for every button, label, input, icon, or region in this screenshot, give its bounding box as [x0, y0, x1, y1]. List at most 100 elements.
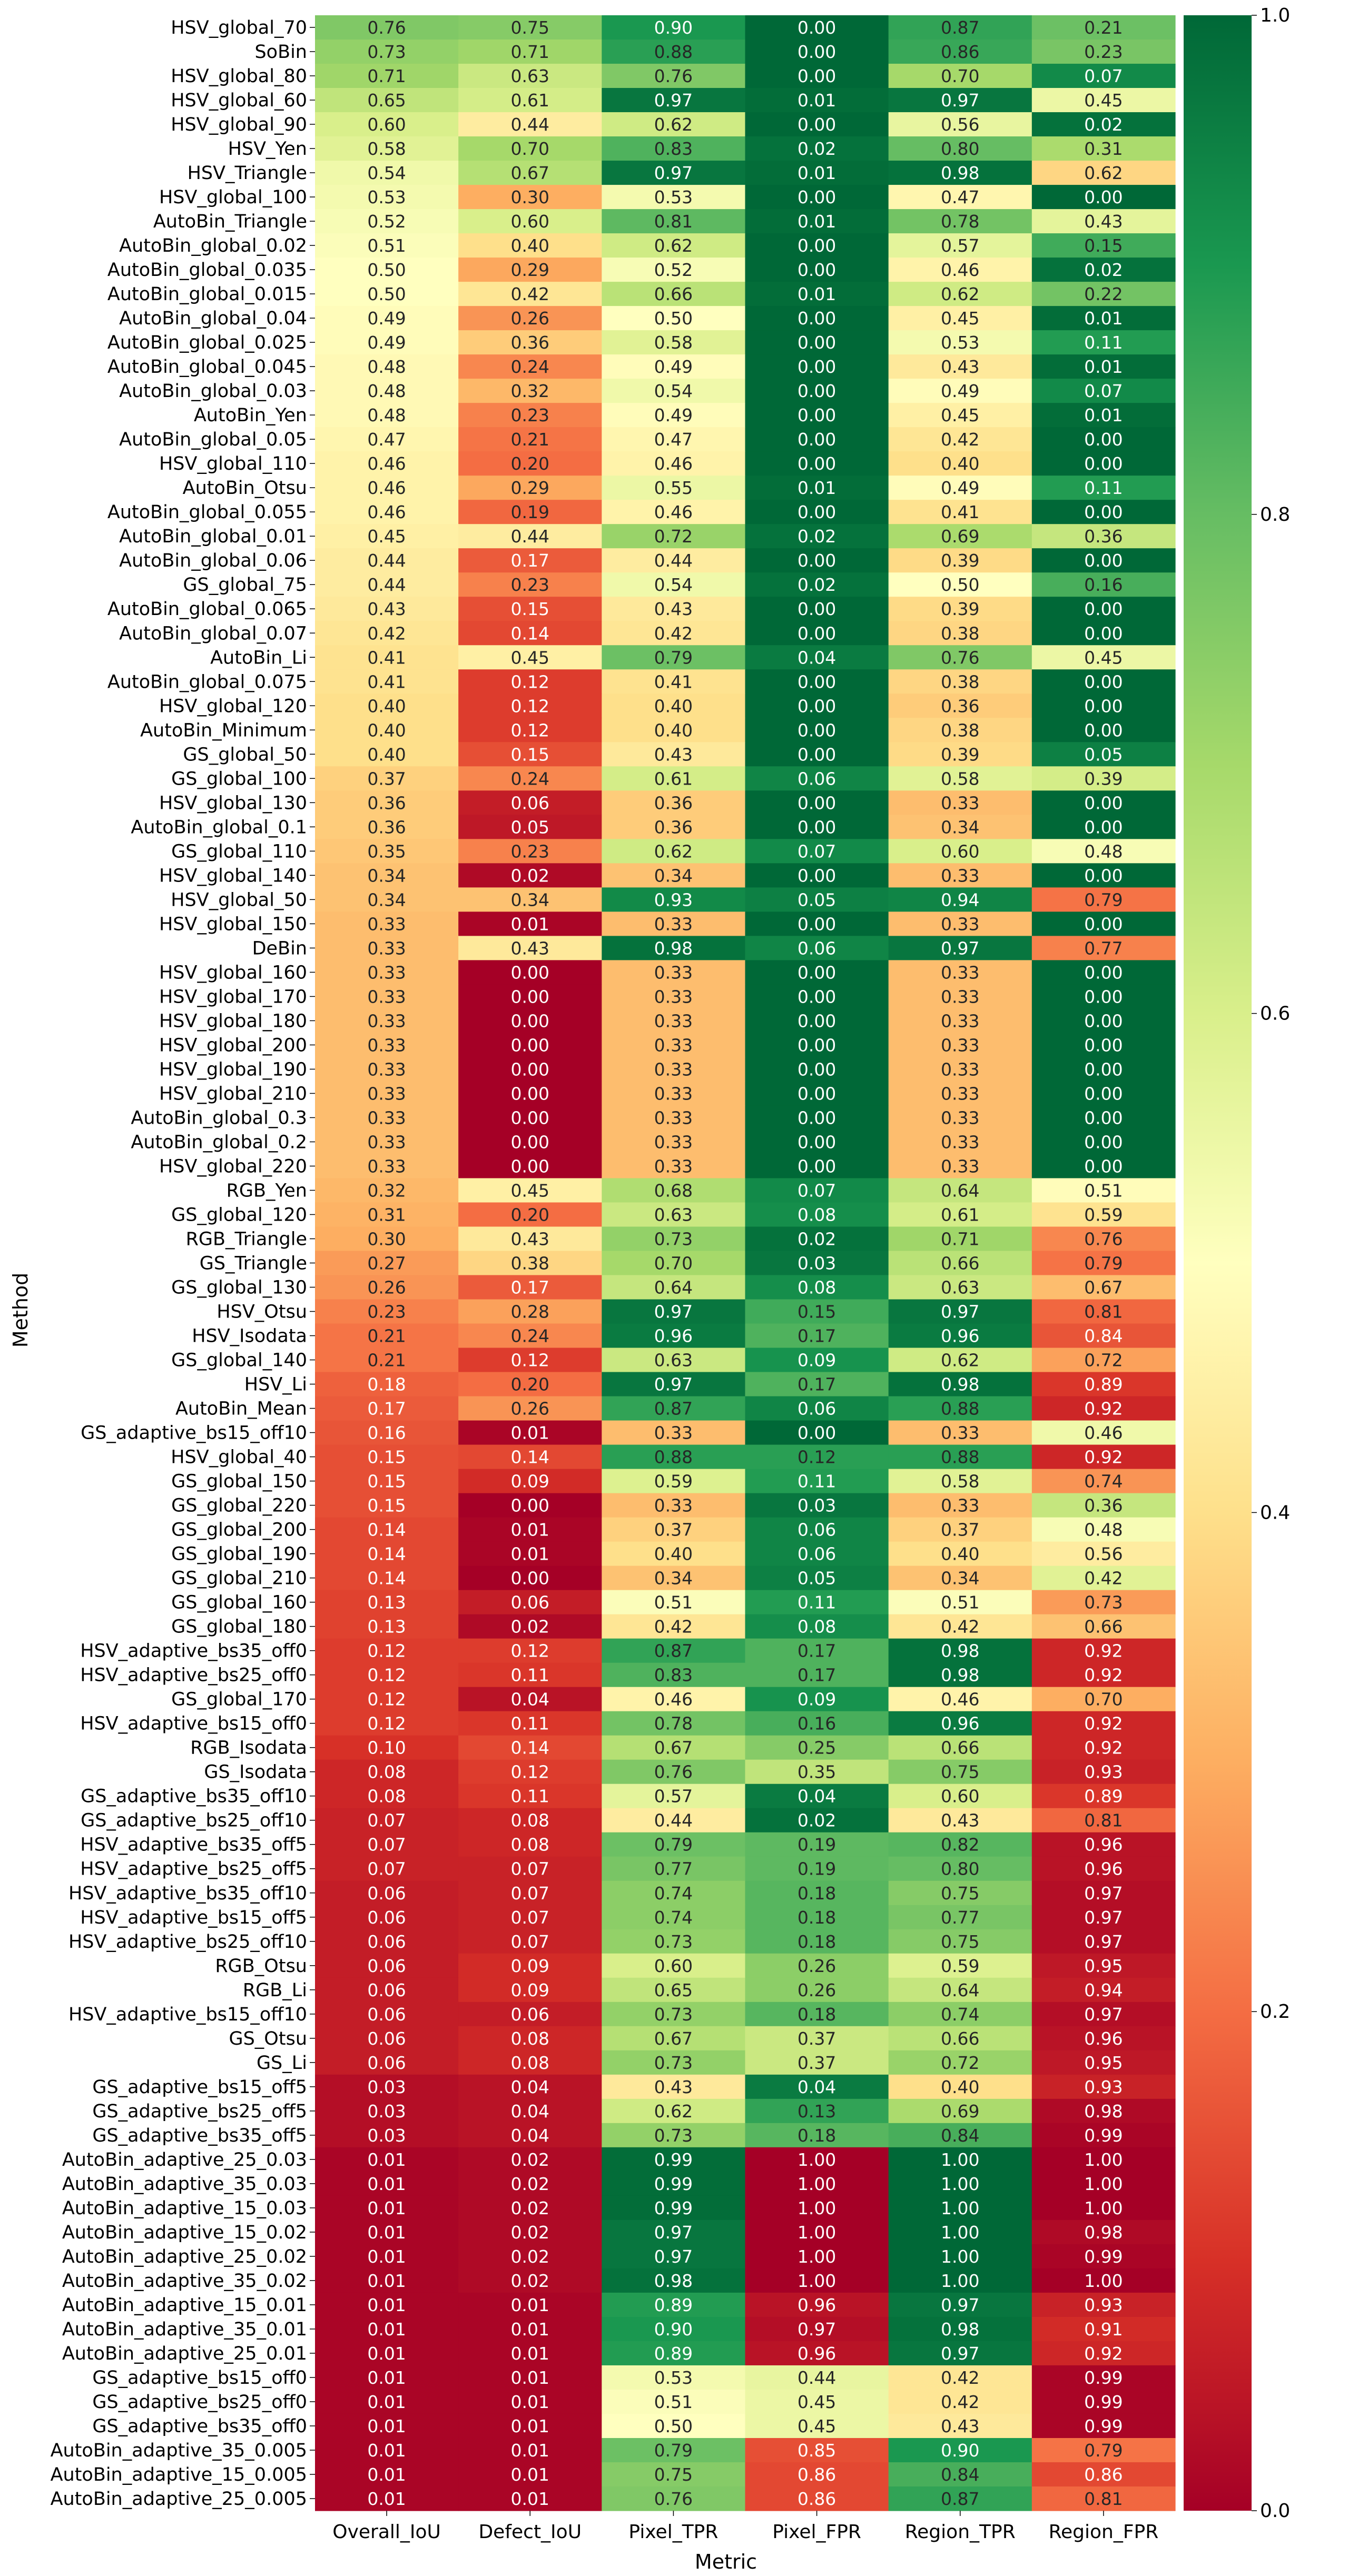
heatmap-cell — [745, 2074, 889, 2099]
heatmap-cell — [602, 1202, 746, 1227]
cell-value-label: 0.29 — [511, 478, 549, 498]
cell-value-label: 0.50 — [367, 284, 406, 304]
row-tick-label: HSV_global_220 — [159, 1156, 307, 1177]
cell-value-label: 0.99 — [1084, 2125, 1123, 2146]
heatmap-cell — [745, 1226, 889, 1252]
heatmap-cell — [1031, 572, 1176, 597]
cell-value-label: 0.00 — [798, 308, 836, 329]
heatmap-cell — [602, 1808, 746, 1833]
heatmap-cell — [745, 1590, 889, 1615]
row-tick-label: AutoBin_global_0.3 — [131, 1107, 307, 1128]
heatmap-cell — [745, 1832, 889, 1857]
heatmap-cell — [458, 572, 602, 597]
heatmap-cell — [745, 1130, 889, 1155]
heatmap-cells: 0.76 0.75 0.90 0.00 0.87 0.21 0.73 0.71 0.88 0.00… — [315, 15, 1176, 2511]
cell-value-label: 1.00 — [798, 2174, 836, 2194]
cell-value-label: 0.70 — [654, 1253, 693, 1274]
heatmap-cell — [602, 1832, 746, 1857]
cell-value-label: 0.00 — [511, 1035, 549, 1055]
heatmap-cell — [745, 379, 889, 403]
cell-value-label: 0.87 — [654, 1641, 693, 1661]
row-tick-label: GS_Triangle — [200, 1253, 307, 1274]
cell-value-label: 0.76 — [654, 66, 693, 86]
cell-value-label: 0.06 — [367, 2028, 406, 2049]
heatmap-cell — [888, 1493, 1032, 1518]
heatmap-cell — [602, 2123, 746, 2148]
row-tick-label: GS_adaptive_bs35_off5 — [92, 2125, 307, 2146]
cell-value-label: 0.58 — [941, 768, 979, 789]
cell-value-label: 0.46 — [1084, 1423, 1123, 1443]
cell-value-label: 0.46 — [367, 502, 406, 522]
cell-value-label: 0.00 — [798, 623, 836, 643]
heatmap-cell — [745, 1323, 889, 1349]
cell-value-label: 0.87 — [941, 2489, 979, 2509]
heatmap-cell — [745, 2098, 889, 2124]
cell-value-label: 0.33 — [367, 1083, 406, 1104]
row-tick-label: HSV_global_130 — [159, 792, 307, 814]
cell-value-label: 0.33 — [654, 1010, 693, 1031]
heatmap-cell — [602, 1856, 746, 1881]
heatmap-cell — [315, 1033, 459, 1058]
heatmap-cell — [745, 1662, 889, 1688]
heatmap-cell — [1031, 1033, 1176, 1058]
cell-value-label: 0.42 — [654, 1617, 693, 1637]
heatmap-cell — [315, 2098, 459, 2124]
heatmap-cell — [1031, 64, 1176, 88]
row-tick-label: DeBin — [252, 938, 307, 959]
heatmap-cell — [888, 1444, 1032, 1470]
heatmap-cell — [745, 693, 889, 718]
heatmap-cell — [458, 1299, 602, 1324]
heatmap-cell — [745, 1687, 889, 1712]
heatmap-cell — [888, 984, 1032, 1009]
row-tick-label: HSV_adaptive_bs15_off10 — [68, 2004, 307, 2025]
heatmap-cell — [888, 645, 1032, 670]
cell-value-label: 0.33 — [654, 1423, 693, 1443]
heatmap-cell — [315, 863, 459, 888]
heatmap-cell — [888, 1977, 1032, 2003]
heatmap-cell — [1031, 1638, 1176, 1663]
heatmap-cell — [1031, 1929, 1176, 1954]
cell-value-label: 0.97 — [1084, 1907, 1123, 1928]
heatmap-cell — [315, 2220, 459, 2245]
cell-value-label: 0.72 — [1084, 1350, 1123, 1371]
heatmap-cell — [458, 64, 602, 88]
cell-value-label: 0.00 — [798, 1156, 836, 1176]
heatmap-cell — [1031, 282, 1176, 306]
cell-value-label: 0.80 — [941, 138, 979, 159]
cell-value-label: 0.36 — [1084, 526, 1123, 547]
cell-value-label: 0.03 — [798, 1253, 836, 1274]
heatmap-cell — [602, 2147, 746, 2172]
cell-value-label: 0.01 — [798, 90, 836, 111]
heatmap-cell — [458, 2195, 602, 2221]
heatmap-cell — [315, 2462, 459, 2487]
heatmap-cell — [1031, 330, 1176, 355]
cell-value-label: 0.01 — [511, 1544, 549, 1564]
heatmap-cell — [315, 1784, 459, 1809]
cell-value-label: 0.67 — [511, 163, 549, 183]
cell-value-label: 1.00 — [798, 2149, 836, 2170]
cell-value-label: 0.60 — [511, 211, 549, 232]
heatmap-cell — [745, 2268, 889, 2293]
heatmap-cell — [1031, 427, 1176, 452]
heatmap-cell — [888, 1033, 1032, 1058]
heatmap-cell — [458, 1953, 602, 1978]
heatmap-cell — [458, 1372, 602, 1397]
heatmap-cell — [315, 766, 459, 791]
heatmap-cell — [888, 451, 1032, 476]
heatmap-cell — [888, 911, 1032, 936]
cell-value-label: 0.33 — [941, 962, 979, 983]
heatmap-cell — [315, 1008, 459, 1034]
heatmap-cell — [888, 1638, 1032, 1663]
cell-value-label: 0.04 — [511, 2125, 549, 2146]
cell-value-label: 0.82 — [941, 1835, 979, 1855]
cell-value-label: 0.02 — [511, 2271, 549, 2291]
heatmap-cell — [1031, 2292, 1176, 2317]
heatmap-cell — [458, 161, 602, 185]
heatmap-cell — [888, 2292, 1032, 2317]
cell-value-label: 0.00 — [1084, 1059, 1123, 1079]
cell-value-label: 0.06 — [511, 792, 549, 813]
row-tick-label: GS_Li — [257, 2053, 307, 2074]
heatmap-cell — [745, 2123, 889, 2148]
cell-value-label: 0.45 — [511, 647, 549, 668]
heatmap-cell — [602, 2438, 746, 2463]
